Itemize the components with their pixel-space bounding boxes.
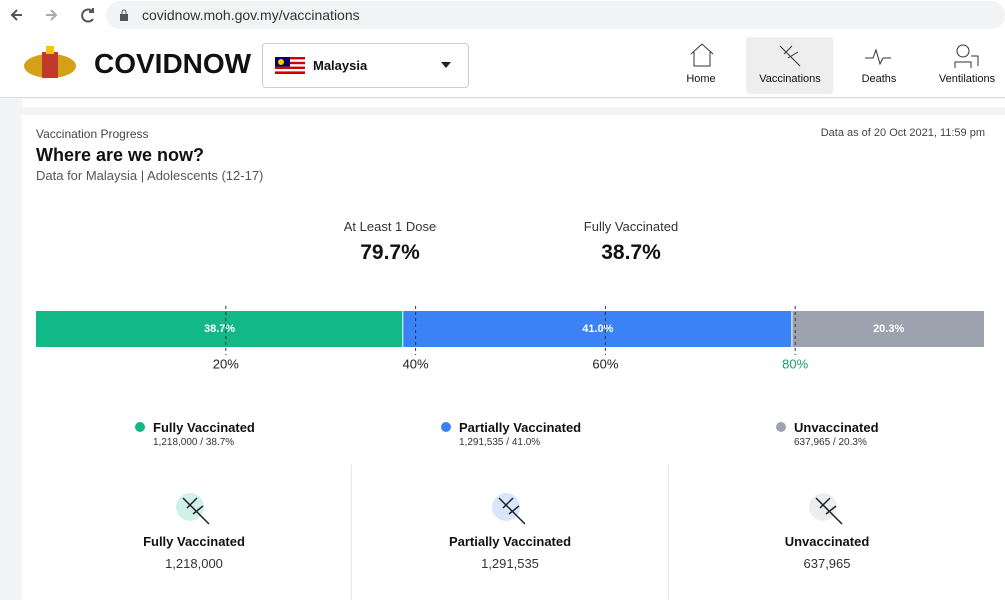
legend-dot bbox=[135, 422, 145, 432]
card-icon bbox=[176, 493, 204, 521]
nav-item[interactable]: Ventilations bbox=[938, 73, 996, 85]
stat-label: Fully Vaccinated bbox=[583, 219, 679, 234]
stat-value: 79.7% bbox=[360, 241, 420, 264]
browser-bar: covidnow.moh.gov.my/vaccinations bbox=[0, 0, 1005, 30]
ventilation-icon[interactable] bbox=[952, 42, 980, 68]
card-value: 1,218,000 bbox=[165, 556, 223, 571]
card-subtitle: Data for Malaysia | Adolescents (12-17) bbox=[36, 168, 264, 183]
header: COVIDNOW Malaysia Home Vaccinations Deat… bbox=[0, 30, 1005, 98]
home-icon[interactable] bbox=[688, 42, 716, 68]
nav-item[interactable]: Vaccinations bbox=[759, 73, 821, 85]
eyebrow: Vaccination Progress bbox=[36, 127, 149, 141]
deaths-icon[interactable] bbox=[864, 42, 892, 68]
divider bbox=[668, 465, 669, 600]
card-icon bbox=[492, 493, 520, 521]
legend-name: Partially Vaccinated bbox=[459, 420, 582, 435]
flag bbox=[275, 57, 305, 74]
bar-segment bbox=[792, 311, 984, 347]
legend-detail: 1,291,535 / 41.0% bbox=[459, 437, 541, 448]
dropdown-arrow bbox=[441, 62, 451, 68]
bar-segment bbox=[36, 311, 403, 347]
nav-item[interactable]: Home bbox=[686, 73, 716, 85]
country: Malaysia bbox=[313, 58, 368, 73]
url: covidnow.moh.gov.my/vaccinations bbox=[142, 7, 360, 23]
x-tick-label: 60% bbox=[592, 356, 618, 371]
url-bar[interactable]: covidnow.moh.gov.my/vaccinations bbox=[106, 1, 1005, 29]
card-value: 637,965 bbox=[803, 556, 851, 571]
nav-active bbox=[746, 37, 833, 94]
legend-name: Unvaccinated bbox=[794, 420, 879, 435]
progress-chart: 38.7% 41.0% 20.3% 20% 40% 60% 80% bbox=[36, 306, 984, 371]
stat-value: 38.7% bbox=[601, 241, 661, 264]
card-icon bbox=[809, 493, 837, 521]
bar-segment bbox=[403, 311, 792, 347]
nav-item[interactable]: Deaths bbox=[861, 73, 897, 85]
x-tick-label: 40% bbox=[403, 356, 429, 371]
legend-dot bbox=[441, 422, 451, 432]
updated: Data as of 20 Oct 2021, 11:59 pm bbox=[820, 127, 985, 139]
card-value: 1,291,535 bbox=[481, 556, 539, 571]
syringe-icon bbox=[498, 497, 526, 525]
legend-detail: 637,965 / 20.3% bbox=[794, 437, 867, 448]
country-select[interactable]: Malaysia bbox=[262, 43, 469, 88]
stat-label: At Least 1 Dose bbox=[343, 219, 437, 234]
card-title: Fully Vaccinated bbox=[143, 534, 245, 549]
syringe-icon bbox=[182, 497, 210, 525]
vaccine-icon[interactable] bbox=[776, 42, 804, 68]
lock-icon bbox=[120, 9, 128, 21]
value-label: 20.3% bbox=[873, 323, 904, 335]
brand[interactable]: COVIDNOW bbox=[94, 48, 252, 79]
strip bbox=[22, 99, 1005, 107]
value-label: 41.0% bbox=[582, 323, 613, 335]
x-tick-label: 80% bbox=[782, 356, 808, 371]
browser-controls[interactable] bbox=[8, 4, 98, 26]
legend-name: Fully Vaccinated bbox=[153, 420, 255, 435]
card-title: Partially Vaccinated bbox=[448, 534, 572, 549]
card-title: Unvaccinated bbox=[784, 534, 870, 549]
card-title: Where are we now? bbox=[36, 145, 205, 165]
divider bbox=[351, 465, 352, 600]
legend-detail: 1,218,000 / 38.7% bbox=[153, 437, 235, 448]
x-tick-label: 20% bbox=[213, 356, 239, 371]
logo[interactable] bbox=[20, 42, 80, 86]
legend-dot bbox=[776, 422, 786, 432]
syringe-icon bbox=[815, 497, 843, 525]
value-label: 38.7% bbox=[204, 323, 235, 335]
card bbox=[22, 115, 1005, 600]
